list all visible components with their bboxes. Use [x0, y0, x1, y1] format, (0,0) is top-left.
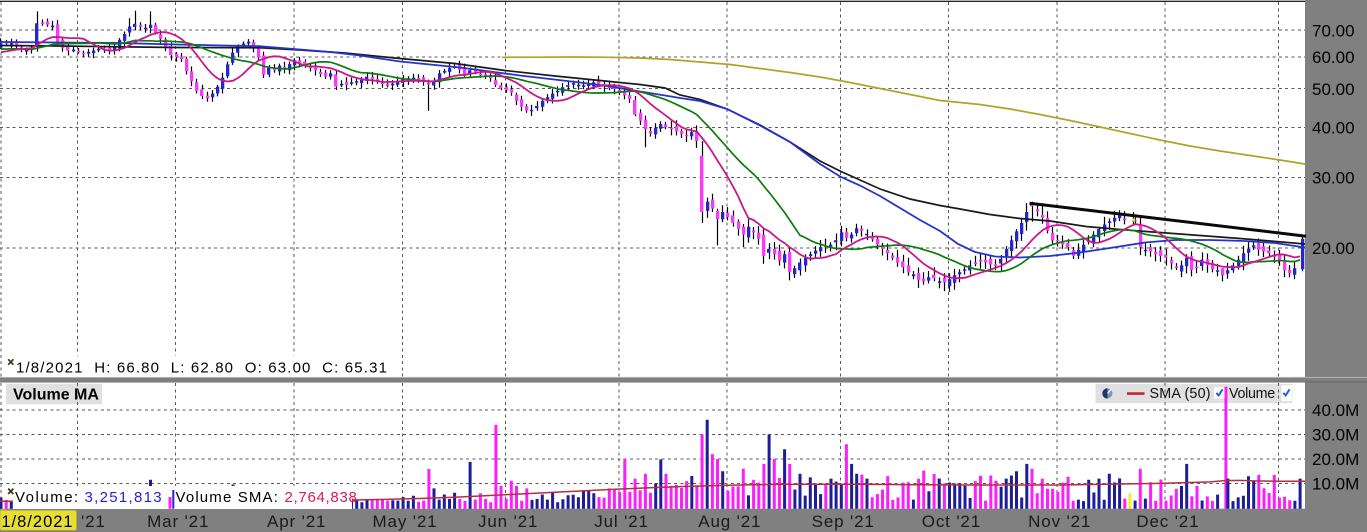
- svg-text:1/8/2021: 1/8/2021: [1, 513, 73, 531]
- svg-text:Volume:: Volume:: [15, 489, 80, 506]
- svg-text:Volume MA: Volume MA: [13, 386, 99, 403]
- svg-text:Volume SMA:: Volume SMA:: [176, 489, 280, 506]
- svg-text:2,764,838: 2,764,838: [285, 489, 358, 506]
- svg-text:Dec '21: Dec '21: [1136, 512, 1199, 531]
- svg-text:Nov '21: Nov '21: [1028, 512, 1091, 531]
- svg-text:Jul '21: Jul '21: [594, 512, 649, 531]
- svg-text:70.00: 70.00: [1312, 21, 1355, 40]
- svg-text:3,251,813: 3,251,813: [85, 489, 163, 506]
- svg-text:60.00: 60.00: [1312, 48, 1355, 67]
- svg-text:SMA (50): SMA (50): [1150, 386, 1211, 402]
- svg-text:20.0M: 20.0M: [1312, 450, 1359, 469]
- svg-text:1/8/2021 H: 66.80 L: 62.80: 1/8/2021 H: 66.80 L: 62.80 O: 63.00 C: 6…: [16, 359, 388, 376]
- svg-text:Sep '21: Sep '21: [812, 512, 875, 531]
- svg-text:Jun '21: Jun '21: [478, 512, 538, 531]
- svg-text:50.00: 50.00: [1312, 80, 1355, 99]
- svg-text:30.0M: 30.0M: [1312, 426, 1359, 445]
- svg-text:10.0M: 10.0M: [1312, 475, 1359, 494]
- svg-text:30.00: 30.00: [1312, 169, 1355, 188]
- svg-text:'21: '21: [81, 512, 106, 531]
- svg-text:Volume: Volume: [1229, 386, 1275, 402]
- svg-text:Oct '21: Oct '21: [922, 512, 981, 531]
- svg-text:May '21: May '21: [373, 512, 438, 531]
- svg-text:Aug '21: Aug '21: [698, 512, 761, 531]
- svg-text:Mar '21: Mar '21: [147, 512, 209, 531]
- svg-text:40.0M: 40.0M: [1312, 401, 1359, 420]
- svg-text:Apr '21: Apr '21: [267, 512, 326, 531]
- svg-text:20.00: 20.00: [1312, 239, 1355, 258]
- svg-text:40.00: 40.00: [1312, 119, 1355, 138]
